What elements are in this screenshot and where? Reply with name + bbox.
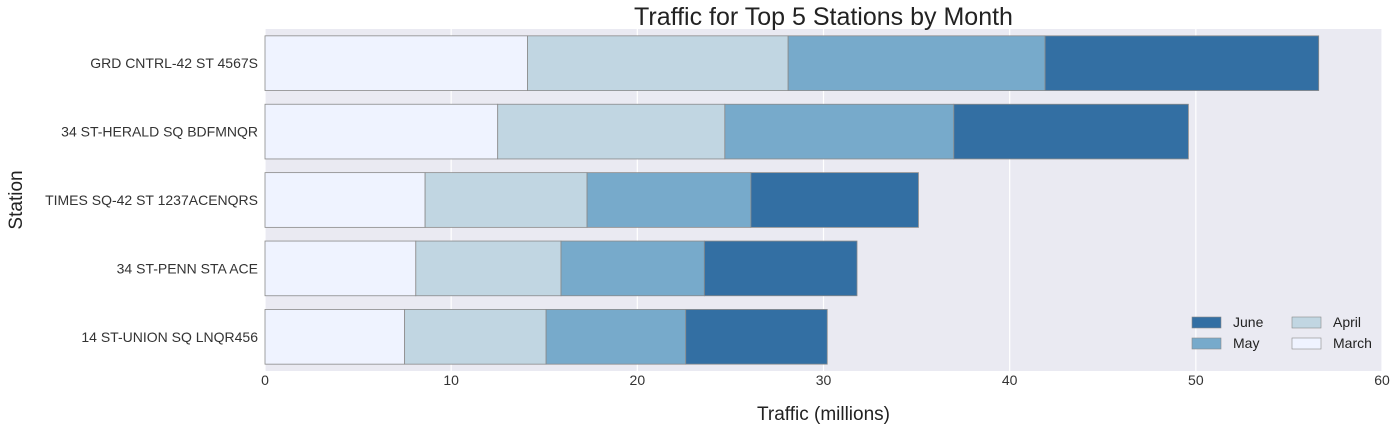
legend-swatch-april (1291, 316, 1322, 329)
bar-segment-march (264, 103, 499, 160)
bar-segment-june (750, 172, 919, 228)
x-tick-label: 0 (261, 372, 269, 388)
bar-segment-may (545, 309, 687, 365)
x-tick-label: 30 (816, 372, 832, 388)
legend-label-march: March (1333, 335, 1372, 351)
bar-segment-june (703, 240, 858, 297)
x-tick-labels: 0 10 20 30 40 50 60 (261, 372, 1390, 388)
bar-segment-june (953, 103, 1189, 160)
y-tick-label: 34 ST-PENN STA ACE (117, 260, 258, 276)
legend: June May April March (1191, 314, 1372, 351)
x-axis-label: Traffic (millions) (757, 404, 890, 425)
bar-segment-march (264, 309, 406, 365)
bar-segment-may (724, 103, 955, 160)
bar-segment-april (527, 35, 789, 91)
bar-segment-april (415, 240, 562, 297)
bar-segment-may (586, 172, 752, 228)
chart-title: Traffic for Top 5 Stations by Month (634, 3, 1013, 31)
bar-segment-march (264, 35, 528, 91)
bar-segment-march (264, 172, 426, 228)
legend-label-june: June (1233, 314, 1264, 330)
bar-segment-may (787, 35, 1046, 91)
y-axis-label: Station (6, 170, 27, 229)
bar-segment-june (685, 309, 828, 365)
bar-segment-april (497, 103, 726, 160)
bar-segment-april (424, 172, 588, 228)
bar-segment-june (1044, 35, 1320, 91)
x-tick-label: 50 (1188, 372, 1204, 388)
x-tick-label: 40 (1002, 372, 1018, 388)
y-tick-label: GRD CNTRL-42 ST 4567S (90, 55, 258, 71)
legend-swatch-june (1191, 316, 1222, 329)
legend-label-may: May (1233, 335, 1259, 351)
y-tick-label: 34 ST-HERALD SQ BDFMNQR (61, 124, 258, 140)
legend-swatch-march (1291, 337, 1322, 350)
y-tick-label: 14 ST-UNION SQ LNQR456 (81, 329, 258, 345)
bars (264, 35, 1320, 365)
y-tick-labels: GRD CNTRL-42 ST 4567S 34 ST-HERALD SQ BDF… (45, 55, 258, 345)
legend-swatch-may (1191, 337, 1222, 350)
y-tick-label: TIMES SQ-42 ST 1237ACENQRS (45, 192, 258, 208)
bar-segment-may (560, 240, 705, 297)
x-tick-label: 60 (1374, 372, 1390, 388)
bar-segment-april (404, 309, 547, 365)
x-tick-label: 20 (630, 372, 646, 388)
legend-label-april: April (1333, 314, 1361, 330)
x-tick-label: 10 (443, 372, 459, 388)
bar-segment-march (264, 240, 417, 297)
